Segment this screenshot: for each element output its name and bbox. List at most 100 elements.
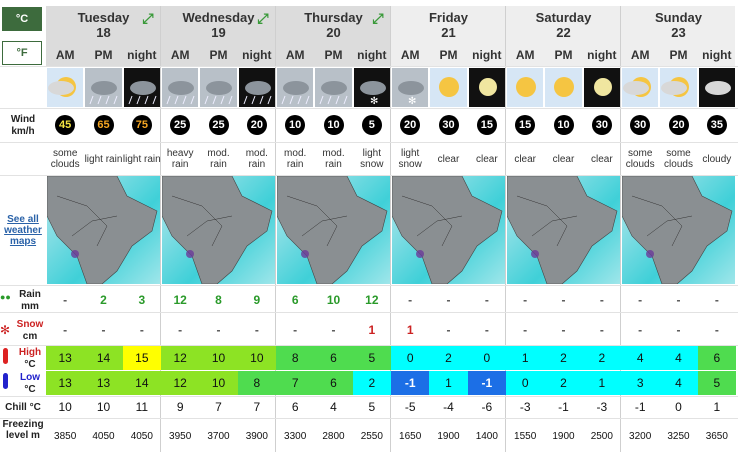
freezing-value: 2550: [360, 430, 383, 442]
weather-icon: ✻: [353, 68, 390, 107]
rain-value: 9: [253, 293, 261, 307]
row-border: [0, 66, 738, 67]
freezing-value: 3900: [245, 430, 268, 442]
low-value: 7: [276, 371, 315, 395]
wind-circle: 45: [55, 115, 76, 135]
chill-label: Chill °C: [5, 402, 41, 413]
wind-circle: 20: [246, 115, 267, 135]
period-label: night: [127, 48, 157, 62]
period-label: AM: [515, 48, 535, 62]
low-value: 13: [46, 371, 85, 395]
high-value: 10: [237, 346, 276, 370]
icon-graphic: ✻: [398, 81, 424, 107]
weather-icon: [315, 68, 352, 107]
weather-icon: [238, 68, 275, 107]
low-value: 4: [659, 371, 698, 395]
freezing-value: 3250: [667, 430, 690, 442]
low-value: 10: [199, 371, 238, 395]
condition: clear: [437, 153, 460, 165]
condition: clear: [514, 153, 536, 165]
condition: light snow: [398, 148, 422, 170]
snow-value: 1: [406, 323, 414, 337]
weather-icon: [583, 68, 620, 107]
condition: cloudy: [702, 153, 732, 165]
icon-graphic: [281, 81, 310, 105]
expand-icon: ⤢: [372, 9, 384, 26]
day-date: 21: [441, 24, 456, 40]
snow-label: Snow: [16, 319, 44, 330]
condition: some clouds: [625, 148, 655, 170]
low-value: 13: [84, 371, 123, 395]
day-header: [161, 6, 275, 66]
weather-map: [277, 176, 390, 284]
condition: heavy rain: [166, 148, 194, 170]
wind-circle: 20: [668, 115, 689, 135]
weather-icon: [660, 68, 697, 107]
period-label: PM: [439, 48, 458, 62]
map-land: [47, 176, 158, 284]
period-label: night: [702, 48, 732, 62]
high-value: 1: [506, 346, 545, 370]
map-land: [392, 176, 503, 284]
period-label: AM: [400, 48, 420, 62]
low-value: 3: [621, 371, 660, 395]
maps-link[interactable]: See all weather maps: [4, 214, 42, 247]
condition: clear: [475, 153, 498, 165]
rain-value: 10: [326, 293, 341, 307]
period-label: PM: [669, 48, 688, 62]
wind-circle: 30: [438, 115, 459, 135]
rain-value: -: [561, 293, 566, 307]
day-name: Saturday: [535, 9, 592, 25]
low-value: 8: [237, 371, 276, 395]
day-name: Tuesday: [77, 9, 130, 25]
wind-unit: km/h: [11, 126, 35, 137]
condition: mod. rain: [207, 148, 230, 170]
icon-graphic: [623, 77, 651, 97]
chill-value: -1: [634, 400, 646, 414]
icon-graphic: [89, 81, 118, 105]
wind-circle: 10: [323, 115, 344, 135]
weather-icon: [123, 68, 160, 107]
freezing-value: 1900: [437, 430, 460, 442]
snow-value: -: [63, 323, 68, 337]
high-value: 13: [46, 346, 85, 370]
period-label: PM: [554, 48, 573, 62]
low-unit: °C: [24, 384, 36, 395]
rain-icon: ●●: [0, 292, 11, 302]
day-date: 19: [211, 24, 226, 40]
weather-icon: [430, 68, 467, 107]
freezing-value: 3650: [705, 430, 728, 442]
icon-graphic: [478, 78, 497, 96]
high-value: 10: [199, 346, 238, 370]
low-value: -1: [467, 371, 506, 395]
weather-icon: [85, 68, 122, 107]
icon-graphic: [661, 77, 690, 97]
low-value: 6: [314, 371, 353, 395]
period-label: AM: [170, 48, 190, 62]
rain-unit: mm: [21, 301, 39, 312]
celsius-button[interactable]: °C: [2, 7, 42, 31]
condition: some clouds: [664, 148, 693, 170]
rain-value: 2: [100, 293, 107, 307]
icon-graphic: [704, 81, 731, 95]
low-value: 1: [429, 371, 468, 395]
chill-value: 5: [368, 400, 376, 414]
freezing-label: Freezing level m: [2, 419, 44, 441]
row-border: [0, 345, 738, 346]
snow-value: -: [178, 323, 183, 337]
fahrenheit-button[interactable]: °F: [2, 41, 42, 65]
day-date: 18: [96, 24, 111, 40]
high-value: 4: [621, 346, 660, 370]
condition: light rain: [84, 153, 123, 165]
high-icon: [3, 348, 8, 364]
low-icon: [3, 373, 8, 389]
wind-circle: 30: [591, 115, 612, 135]
high-value: 0: [467, 346, 506, 370]
map-land: [622, 176, 733, 284]
icon-graphic: [516, 77, 536, 97]
rain-value: -: [676, 293, 681, 307]
high-value: 0: [391, 346, 430, 370]
high-value: 6: [697, 346, 736, 370]
weather-icon: [468, 68, 505, 107]
rain-value: -: [599, 293, 604, 307]
